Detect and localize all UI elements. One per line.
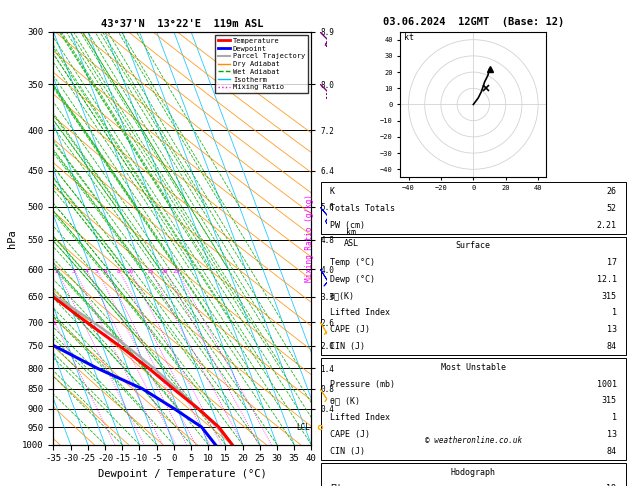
Text: CAPE (J): CAPE (J) [330, 430, 370, 439]
Bar [321, 358, 626, 460]
Text: 1001: 1001 [597, 380, 616, 389]
Bar [321, 463, 626, 486]
Text: 315: 315 [602, 397, 616, 405]
Text: CAPE (J): CAPE (J) [330, 325, 370, 334]
Text: PW (cm): PW (cm) [330, 221, 365, 229]
Text: 25: 25 [173, 269, 181, 275]
Text: 2: 2 [55, 269, 58, 275]
Text: K: K [330, 187, 335, 196]
Text: 15: 15 [146, 269, 153, 275]
Text: θᴄ (K): θᴄ (K) [330, 397, 360, 405]
Y-axis label: km
ASL: km ASL [343, 228, 359, 248]
Text: 03.06.2024  12GMT  (Base: 12): 03.06.2024 12GMT (Base: 12) [382, 17, 564, 27]
Text: θᴄ(K): θᴄ(K) [330, 292, 355, 301]
Text: EH: EH [330, 485, 340, 486]
X-axis label: Dewpoint / Temperature (°C): Dewpoint / Temperature (°C) [98, 469, 267, 479]
Text: 52: 52 [607, 204, 616, 213]
Text: LCL: LCL [296, 423, 310, 432]
Text: 1: 1 [612, 309, 616, 317]
Title: 43°37'N  13°22'E  119m ASL: 43°37'N 13°22'E 119m ASL [101, 19, 264, 30]
Text: 1: 1 [612, 413, 616, 422]
Text: 10: 10 [126, 269, 133, 275]
Text: 2.21: 2.21 [597, 221, 616, 229]
Text: 26: 26 [607, 187, 616, 196]
Text: 12.1: 12.1 [597, 275, 616, 284]
Text: Pressure (mb): Pressure (mb) [330, 380, 395, 389]
Text: 3: 3 [72, 269, 76, 275]
Text: 6: 6 [103, 269, 107, 275]
Text: 13: 13 [607, 325, 616, 334]
Bar [321, 182, 626, 234]
Text: Dewp (°C): Dewp (°C) [330, 275, 375, 284]
Text: Hodograph: Hodograph [451, 468, 496, 476]
Text: 315: 315 [602, 292, 616, 301]
Text: -18: -18 [602, 485, 616, 486]
Text: kt: kt [404, 33, 414, 42]
Text: Lifted Index: Lifted Index [330, 413, 390, 422]
Text: 8: 8 [117, 269, 121, 275]
Text: Surface: Surface [456, 242, 491, 250]
Legend: Temperature, Dewpoint, Parcel Trajectory, Dry Adiabat, Wet Adiabat, Isotherm, Mi: Temperature, Dewpoint, Parcel Trajectory… [214, 35, 308, 93]
Text: Most Unstable: Most Unstable [441, 363, 506, 372]
Text: 84: 84 [607, 447, 616, 456]
Text: CIN (J): CIN (J) [330, 342, 365, 351]
Text: Totals Totals: Totals Totals [330, 204, 395, 213]
Text: Mixing Ratio (g/kg): Mixing Ratio (g/kg) [306, 194, 314, 282]
Text: 1: 1 [52, 321, 56, 326]
Bar [321, 237, 626, 355]
Text: 5: 5 [95, 269, 99, 275]
Text: Lifted Index: Lifted Index [330, 309, 390, 317]
Y-axis label: hPa: hPa [7, 229, 17, 247]
Text: 13: 13 [607, 430, 616, 439]
Text: 4: 4 [85, 269, 89, 275]
Text: 17: 17 [607, 258, 616, 267]
Text: Temp (°C): Temp (°C) [330, 258, 375, 267]
Text: CIN (J): CIN (J) [330, 447, 365, 456]
Text: 20: 20 [161, 269, 169, 275]
Text: 84: 84 [607, 342, 616, 351]
Text: © weatheronline.co.uk: © weatheronline.co.uk [425, 435, 522, 445]
